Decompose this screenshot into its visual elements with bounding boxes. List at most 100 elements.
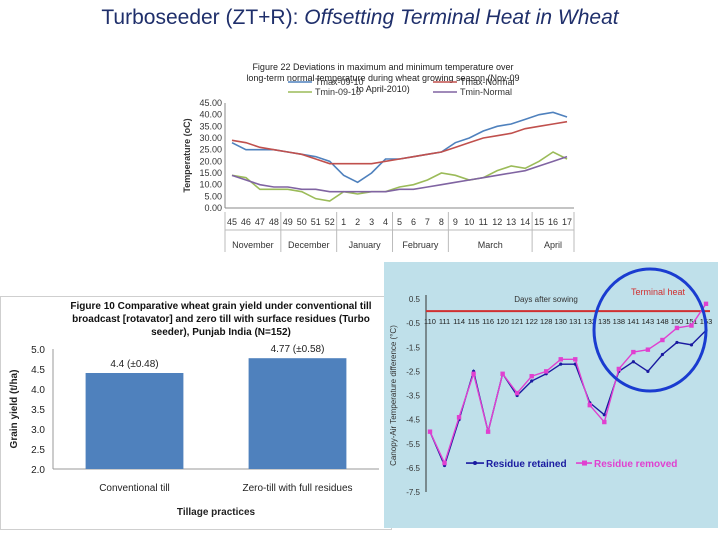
y-tick-label: 5.0 [31,345,45,356]
y-tick-label: -6.5 [406,464,420,473]
y-tick-label: 2.5 [31,445,45,456]
x-tick-label: 141 [627,317,640,326]
data-point [689,323,694,328]
y-axis-label: Canopy-Air Temperature difference (°C) [389,325,398,466]
x-tick-label: 121 [511,317,524,326]
data-point [427,429,433,434]
slide-title: Turboseeder (ZT+R): Offsetting Terminal … [0,6,720,30]
y-tick-label: -3.5 [406,392,420,401]
x-axis-label: Days after sowing [514,295,578,304]
x-tick-label: Zero-till with full residues [242,483,352,494]
x-tick-label: 110 [424,317,436,326]
x-axis-label: Tillage practices [177,507,256,518]
series-line-tmin-normal [231,155,568,193]
y-tick-label: -1.5 [406,343,420,352]
x-tick-label: 48 [269,217,279,227]
data-point [703,301,709,307]
chart-title-line: to April-2010) [356,84,410,94]
data-point [674,325,680,331]
data-point [602,413,606,417]
bar-2 [248,358,347,469]
series-line-tmin-09-10 [231,151,568,202]
x-tick-label: 150 [671,317,684,326]
month-label: January [349,240,382,250]
x-tick-label: 5 [397,217,402,227]
month-label: November [232,240,274,250]
x-tick-label: 122 [525,317,538,326]
x-tick-label: 47 [255,217,265,227]
legend-marker [473,461,477,466]
x-tick-label: 8 [439,217,444,227]
y-tick-label: -2.5 [406,367,420,376]
x-tick-label: 132 [584,317,597,326]
data-point [646,369,650,373]
x-tick-label: 10 [464,217,474,227]
y-tick-label: -4.5 [406,416,420,425]
grain-yield-chart-svg: Figure 10 Comparative wheat grain yield … [9,301,379,518]
month-label: February [402,240,439,250]
terminal-heat-annotation: Terminal heat [631,287,686,297]
x-tick-label: 50 [297,217,307,227]
x-tick-label: 15 [534,217,544,227]
data-point [529,374,534,379]
x-tick-label: 2 [355,217,360,227]
y-axis-label: Grain yield (t/ha) [9,370,20,449]
x-tick-label: 17 [562,217,572,227]
y-tick-label: -7.5 [406,488,420,497]
x-tick-label: Conventional till [99,483,170,494]
x-tick-label: 143 [642,317,655,326]
y-tick-label: 20.00 [199,156,222,166]
legend-label: Residue retained [486,459,567,470]
x-tick-label: 6 [411,217,416,227]
x-tick-label: 51 [311,217,321,227]
x-tick-label: 4 [383,217,388,227]
data-point [442,460,447,466]
data-point [530,379,534,383]
data-point [587,402,592,408]
x-tick-label: 120 [496,317,509,326]
x-tick-label: 3 [369,217,374,227]
grain-yield-chart: Figure 10 Comparative wheat grain yield … [0,296,392,530]
chart-title-line: broadcast [rotavator] and zero till with… [72,314,370,325]
x-tick-label: 115 [468,317,480,326]
x-tick-label: 128 [540,317,553,326]
data-point [573,357,578,362]
legend-label: Tmin-Normal [460,87,512,97]
data-point [660,337,665,343]
chart-title-line: Figure 22 Deviations in maximum and mini… [252,62,513,72]
y-tick-label: 45.00 [199,98,222,108]
data-point [631,360,635,364]
y-tick-label: 30.00 [199,133,222,143]
data-point [471,371,476,376]
series-line-residue-retained [429,329,707,468]
x-tick-label: 49 [283,217,293,227]
legend-label: Tmin-09-10 [315,87,361,97]
data-point [616,366,622,372]
y-tick-label: 35.00 [199,121,222,131]
legend-label: Tmax-09-10 [315,77,364,87]
y-tick-label: 40.00 [199,110,222,120]
y-tick-label: 4.0 [31,385,45,396]
x-tick-label: 16 [548,217,558,227]
x-tick-label: 151 [685,317,698,326]
data-point [500,371,505,376]
chart-title-line: seeder), Punjab India (N=152) [151,327,291,338]
x-tick-label: 46 [241,217,251,227]
data-point [689,343,694,347]
month-label: April [544,240,562,250]
month-label: March [478,240,503,250]
data-point [485,429,491,434]
data-point [602,419,607,425]
y-tick-label: 3.0 [31,425,45,436]
x-tick-label: 130 [554,317,567,326]
y-tick-label: 10.00 [199,180,222,190]
y-tick-label: 25.00 [199,145,222,155]
x-tick-label: 52 [325,217,335,227]
temperature-chart-svg: Figure 22 Deviations in maximum and mini… [182,62,575,252]
series-line-tmax-normal [231,120,568,165]
x-tick-label: 114 [453,317,465,326]
y-tick-label: -5.5 [406,440,420,449]
x-tick-label: 138 [613,317,626,326]
x-tick-label: 13 [506,217,516,227]
